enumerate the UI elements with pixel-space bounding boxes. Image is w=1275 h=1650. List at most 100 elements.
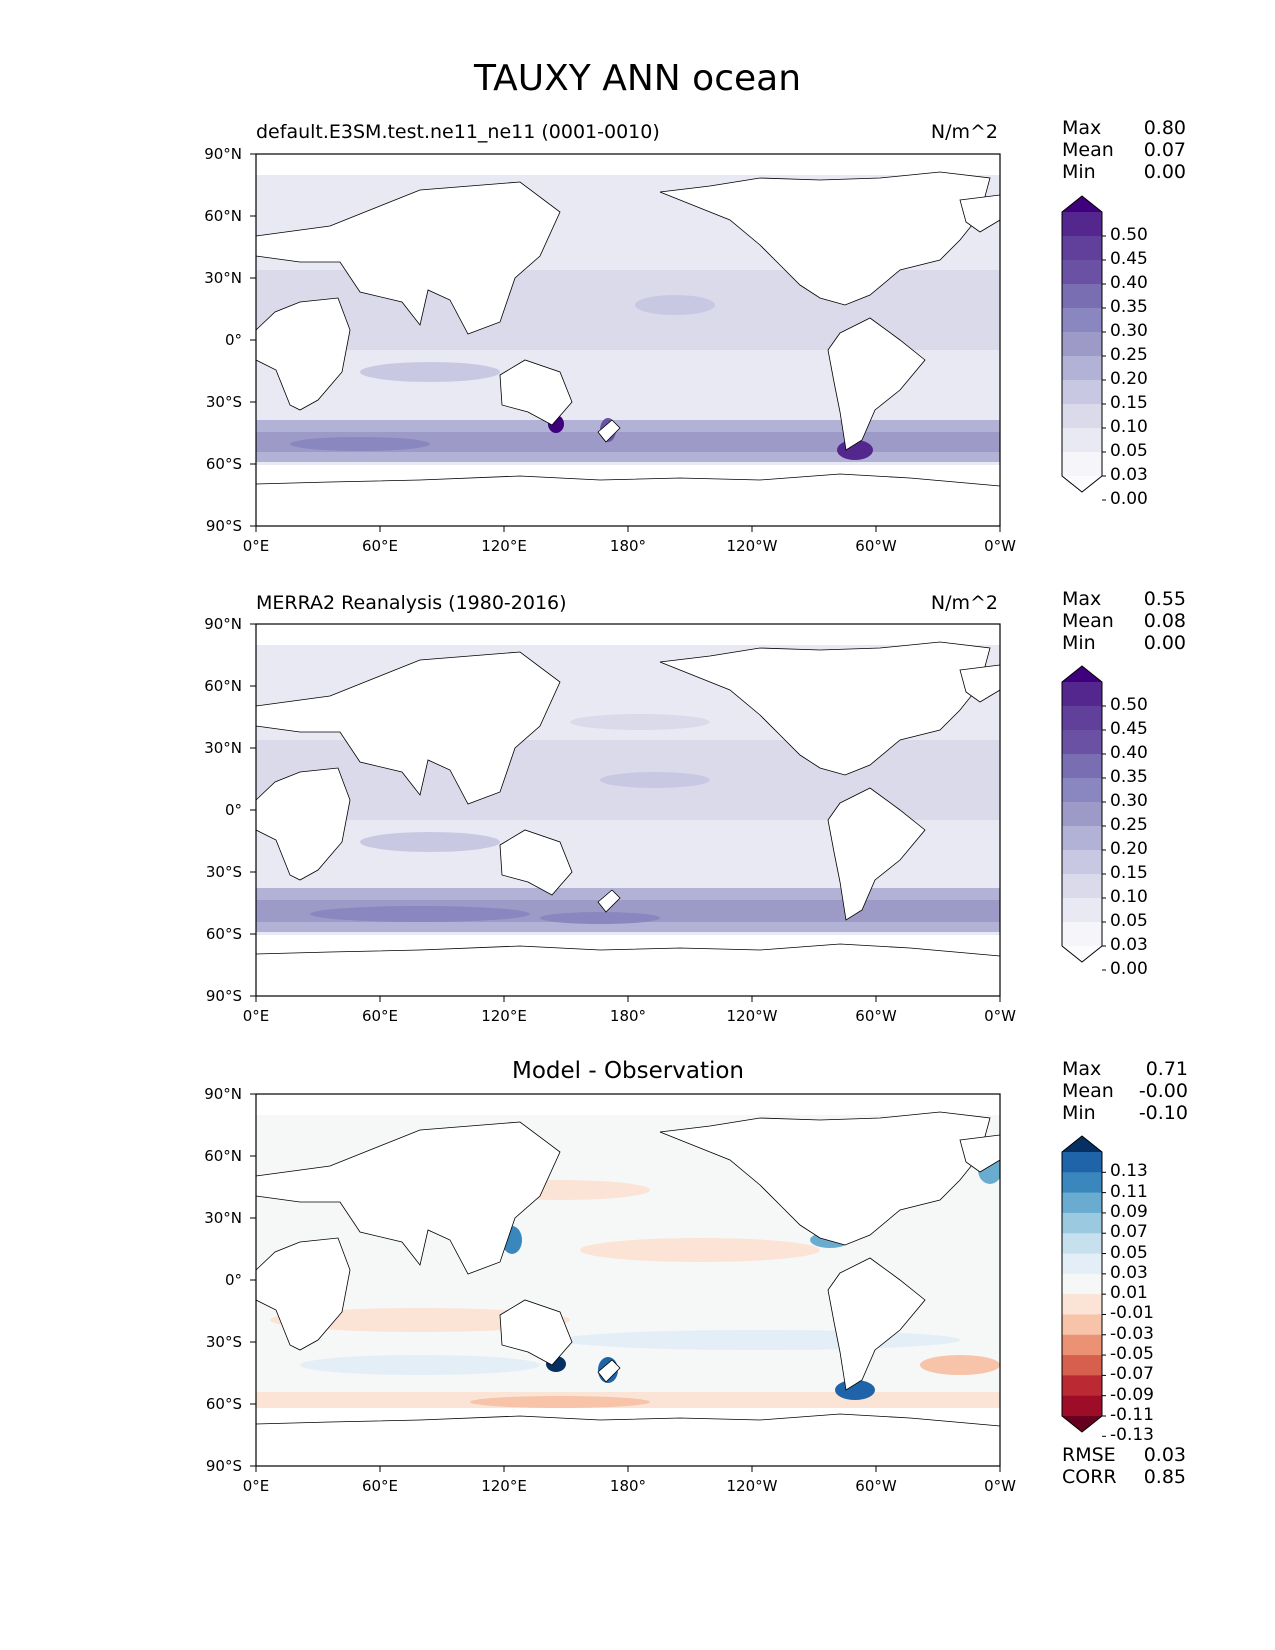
eurasia-outline	[256, 1121, 561, 1275]
panel3-lat-0: 0°	[224, 1271, 242, 1289]
panel1-mean-value: 0.07	[1143, 139, 1186, 161]
panel2-lon-120W: 120°W	[726, 1007, 778, 1025]
panel2-lon-120E: 120°E	[481, 1007, 527, 1025]
figure-title: TAUXY ANN ocean	[473, 58, 802, 99]
panel1-colorbar	[1061, 195, 1106, 501]
colorbar-band	[1062, 874, 1102, 899]
panel1-lon-60E: 60°E	[361, 537, 399, 555]
colorbar-extend-bottom	[1062, 476, 1102, 492]
colorbar-label: -0.05	[1110, 1344, 1154, 1365]
rmse-label: RMSE	[1062, 1444, 1116, 1466]
panel3-lat-30S: 30°S	[205, 1333, 242, 1351]
panel3-lon-60W: 60°W	[855, 1477, 897, 1495]
panel3-min-label: Min	[1062, 1102, 1096, 1124]
colorbar-label: -0.13	[1110, 1425, 1154, 1446]
panel2-lat-90S: 90°S	[205, 987, 242, 1005]
panel2-lat-0: 0°	[224, 801, 242, 819]
colorbar-label: -0.07	[1110, 1364, 1154, 1385]
colorbar-band	[1062, 1233, 1102, 1255]
colorbar-band	[1062, 922, 1102, 947]
europe-edge-outline	[959, 194, 1000, 233]
panel1-min-value: 0.00	[1143, 161, 1186, 183]
colorbar-band	[1062, 308, 1102, 333]
colorbar-label: 0.45	[1110, 249, 1148, 269]
panel1-lon-120E: 120°E	[481, 537, 527, 555]
colorbar-extend-top	[1062, 196, 1102, 212]
colorbar-label: 0.15	[1110, 863, 1148, 883]
colorbar-label: 0.09	[1110, 1201, 1148, 1222]
north-america-outline	[659, 1111, 991, 1246]
north-america-outline	[659, 171, 991, 306]
colorbar-label: 0.30	[1110, 321, 1148, 341]
colorbar-label: 0.50	[1110, 695, 1148, 715]
panel2-min-value: 0.00	[1143, 632, 1186, 654]
colorbar-label: 0.20	[1110, 369, 1148, 389]
panel2-lon-60W: 60°W	[855, 1007, 897, 1025]
colorbar-band	[1062, 1355, 1102, 1376]
colorbar-label: 0.00	[1110, 489, 1148, 509]
north-america-outline	[659, 641, 991, 776]
panel2-min-label: Min	[1062, 632, 1096, 654]
rmse-value: 0.03	[1143, 1444, 1186, 1466]
panel1-max-label: Max	[1062, 117, 1102, 139]
colorbar-label: 0.13	[1110, 1161, 1148, 1182]
panel1-lat-60S: 60°S	[205, 455, 242, 473]
panel2-lat-90N: 90°N	[204, 615, 242, 633]
panel1-lat-60N: 60°N	[204, 207, 242, 225]
colorbar-band	[1062, 356, 1102, 381]
colorbar-band	[1062, 1294, 1102, 1315]
colorbar-label: 0.07	[1110, 1222, 1148, 1243]
colorbar-label: -0.11	[1110, 1405, 1154, 1425]
panel3-max-label: Max	[1062, 1058, 1102, 1080]
panel2-mean-value: 0.08	[1143, 610, 1186, 632]
corr-label: CORR	[1062, 1466, 1117, 1488]
australia-outline	[499, 1299, 573, 1366]
africa-outline	[256, 1237, 351, 1351]
south-america-outline	[827, 1257, 926, 1391]
panel1-lat-30N: 30°N	[204, 269, 242, 287]
panel3-mean-value: -0.00	[1138, 1080, 1188, 1102]
corr-value: 0.85	[1143, 1466, 1186, 1488]
panel3-lon-0W: 0°W	[984, 1477, 1016, 1495]
europe-edge-outline	[959, 664, 1000, 703]
panel3-lon-0E: 0°E	[242, 1477, 270, 1495]
panel2-obs-title: MERRA2 Reanalysis (1980-2016)	[256, 592, 567, 614]
colorbar-label: 0.10	[1110, 887, 1148, 907]
panel3-lat-90S: 90°S	[205, 1457, 242, 1475]
panel2-colorbar	[1061, 665, 1106, 971]
panel2-max-label: Max	[1062, 588, 1102, 610]
panel3-lat-60N: 60°N	[204, 1147, 242, 1165]
colorbar-label: 0.50	[1110, 225, 1148, 245]
colorbar-band	[1062, 428, 1102, 453]
panel1-lat-90N: 90°N	[204, 145, 242, 163]
south-america-outline	[827, 317, 926, 451]
panel1-max-value: 0.80	[1143, 117, 1186, 139]
africa-outline	[256, 297, 351, 411]
panel3-lon-60E: 60°E	[361, 1477, 399, 1495]
colorbar-label: 0.03	[1110, 465, 1148, 485]
colorbar-label: 0.03	[1110, 935, 1148, 955]
colorbar-label: 0.01	[1110, 1283, 1148, 1304]
antarctica-outline	[256, 1413, 1000, 1466]
panel1-min-label: Min	[1062, 161, 1096, 183]
colorbar-band	[1062, 754, 1102, 779]
colorbar-band	[1062, 1375, 1102, 1397]
panel1-lat-30S: 30°S	[205, 393, 242, 411]
colorbar-extend-top	[1062, 1136, 1102, 1152]
eurasia-outline	[256, 651, 561, 805]
panel3-colorbar	[1061, 1135, 1106, 1437]
colorbar-band	[1062, 778, 1102, 803]
colorbar-label: 0.25	[1110, 815, 1148, 835]
panel2-lon-180: 180°	[609, 1007, 647, 1025]
panel1-lon-180: 180°	[609, 537, 647, 555]
panel3-lon-120W: 120°W	[726, 1477, 778, 1495]
colorbar-band	[1062, 1253, 1102, 1275]
colorbar-label: -0.01	[1110, 1303, 1154, 1324]
colorbar-label: 0.15	[1110, 393, 1148, 413]
panel3-lat-90N: 90°N	[204, 1085, 242, 1103]
colorbar-band	[1062, 1192, 1102, 1214]
panel3-lon-120E: 120°E	[481, 1477, 527, 1495]
colorbar-band	[1062, 404, 1102, 429]
